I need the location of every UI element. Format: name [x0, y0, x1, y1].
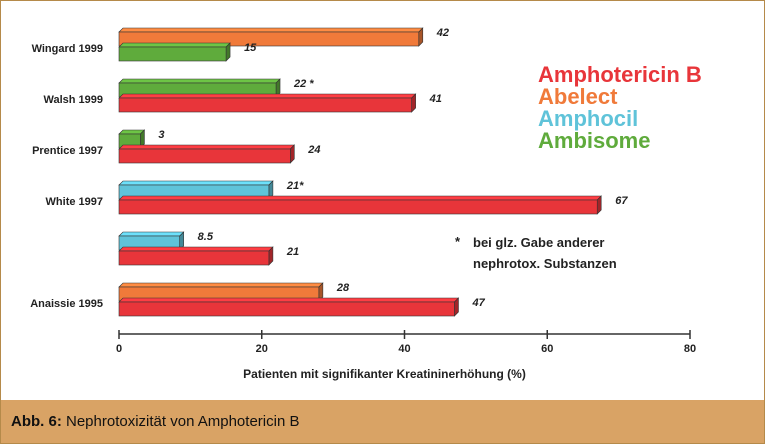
bar-top-face [118, 195, 602, 201]
caption-label: Abb. 6: [11, 413, 62, 430]
bar-value-label: 21 [286, 246, 299, 258]
bar-top-face [118, 78, 281, 84]
bar [118, 97, 412, 113]
bar-value-label: 42 [436, 27, 449, 39]
chart-panel: 0 20 40 60 80 Patienten mit signifikanter Kre… [6, 6, 759, 396]
bar-value-label: 67 [615, 195, 628, 207]
category-label: White 1997 [46, 196, 103, 208]
bar-top-face [118, 246, 274, 252]
bar-value-label: 3 [158, 129, 164, 141]
legend-entry: Ambisome [538, 128, 650, 153]
bar-value-label: 24 [307, 144, 320, 156]
bar-value-label: 41 [429, 93, 442, 105]
x-tick-label: 40 [398, 343, 410, 355]
legend-entry: Abelect [538, 84, 618, 109]
bar-top-face [118, 282, 324, 288]
bar-chart: 0 20 40 60 80 Patienten mit signifikanter Kre… [30, 27, 702, 381]
category-label: Wingard 1999 [32, 43, 103, 55]
bar [118, 46, 227, 62]
x-tick-label: 20 [256, 343, 268, 355]
x-tick-label: 60 [541, 343, 553, 355]
bar-value-label: 21* [286, 180, 304, 192]
bar-value-label: 22 * [293, 78, 314, 90]
footnote-line-2: nephrotox. Substanzen [473, 256, 617, 271]
bar [118, 199, 598, 215]
caption-text: Nephrotoxizität von Amphotericin B [61, 413, 300, 430]
figure-caption: Abb. 6: Nephrotoxizität von Amphotericin… [1, 400, 764, 443]
bar-top-face [118, 27, 424, 33]
bar-top-face [118, 231, 185, 237]
bar-top-face [118, 93, 417, 99]
x-axis-title: Patienten mit signifikanter Kreatininerh… [243, 367, 526, 381]
bar-top-face [118, 180, 274, 186]
bar-value-label: 15 [244, 42, 257, 54]
bar-value-label: 28 [336, 282, 350, 294]
category-label: Prentice 1997 [32, 145, 103, 157]
x-tick-label: 80 [684, 343, 696, 355]
footnote-line-1: bei glz. Gabe anderer [473, 235, 605, 250]
bar-top-face [118, 144, 296, 150]
bar [118, 148, 291, 164]
x-tick-label: 0 [116, 343, 122, 355]
legend-entry: Amphocil [538, 106, 638, 131]
bar-top-face [118, 297, 460, 303]
category-label: Walsh 1999 [43, 94, 103, 106]
bar-value-label: 8.5 [198, 231, 214, 243]
footnote-marker: * [455, 234, 461, 249]
category-label: Anaissie 1995 [30, 298, 103, 310]
bar-top-face [118, 42, 231, 48]
bar-value-label: 47 [471, 297, 485, 309]
legend-entry: Amphotericin B [538, 62, 702, 87]
bar [118, 301, 455, 317]
bar [118, 31, 420, 47]
bar [118, 250, 270, 266]
